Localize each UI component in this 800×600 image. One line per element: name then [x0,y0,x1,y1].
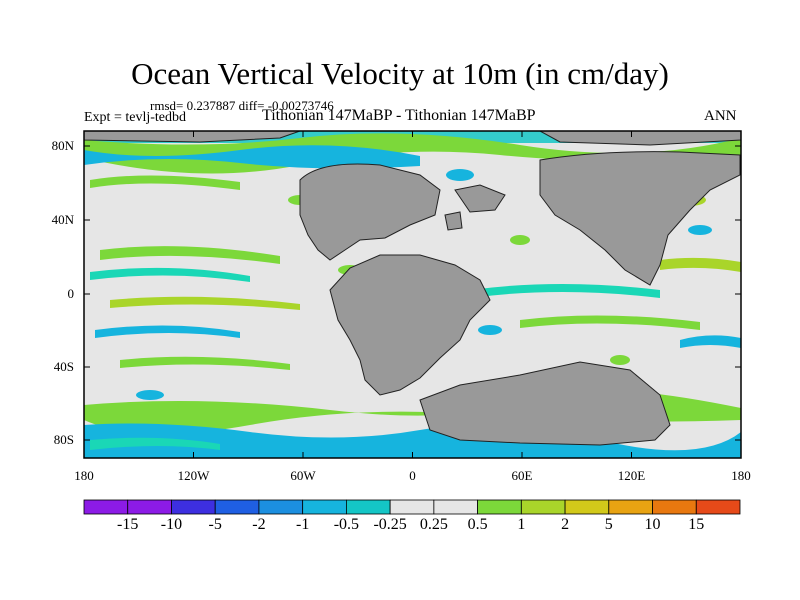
lat-label: 0 [67,286,75,301]
colorbar-box [171,499,216,515]
subtitle: Tithonian 147MaBP - Tithonian 147MaBP [262,107,536,124]
landmass-gondwana-west [329,254,491,396]
colorbar-box [258,499,304,515]
lon-label: 120E [617,468,646,483]
lon-label: 180 [74,468,94,483]
lat-label: 40N [51,212,74,227]
lat-label: 80S [53,432,74,447]
colorbar-box [608,499,653,515]
colorbar-label: 10 [644,516,661,533]
landmass-europe-island [454,184,506,213]
colorbar-box [520,499,566,515]
colorbar-label: -1 [295,516,310,533]
colorbar [83,499,741,515]
colorbar-box [433,499,479,515]
lon-label: 180 [731,468,751,483]
lon-label: 60E [511,468,533,483]
colorbar-box [652,499,697,515]
lon-label: 60W [290,468,316,483]
colorbar-box [214,499,260,515]
colorbar-box [389,499,435,515]
lat-label: 40S [53,359,74,374]
colorbar-box [345,499,391,515]
axis-ticks [83,131,742,458]
colorbar-label: 5 [604,516,613,533]
colorbar-label: 15 [688,516,705,533]
colorbar-box [564,499,610,515]
colorbar-label: -15 [117,516,139,533]
continents [84,131,741,446]
colorbar-label: 2 [561,516,570,533]
colorbar-label: -0.5 [333,516,360,533]
lon-label: 120W [177,468,210,483]
lat-label: 80N [51,138,74,153]
landmass-arctic-east [539,131,741,146]
colorbar-label: 0.5 [467,516,488,533]
colorbar-label: -0.25 [373,516,407,533]
landmass-small-island [444,211,463,231]
colorbar-label: 1 [517,516,526,533]
colorbar-box [127,499,172,515]
colorbar-box [302,499,347,515]
colorbar-label: -5 [208,516,222,533]
colorbar-label: 0.25 [419,516,448,533]
landmass-north-america [299,163,441,261]
stats-line: rmsd= 0.237887 diff= -0.00273746 [150,98,334,113]
colorbar-box [695,499,741,515]
landmass-arctic [84,131,301,143]
lon-label: 0 [409,468,416,483]
colorbar-label: -10 [160,516,183,533]
landmass-eurasia [539,151,741,286]
experiment-label: Expt = tevlj-tedbd [84,110,186,125]
colorbar-box [477,499,522,515]
colorbar-label: -2 [252,516,266,533]
map-title: Ocean Vertical Velocity at 10m (in cm/da… [131,56,669,91]
colorbar-box [83,499,129,515]
landmass-gondwana-east [419,361,671,446]
season-label: ANN [704,108,737,124]
